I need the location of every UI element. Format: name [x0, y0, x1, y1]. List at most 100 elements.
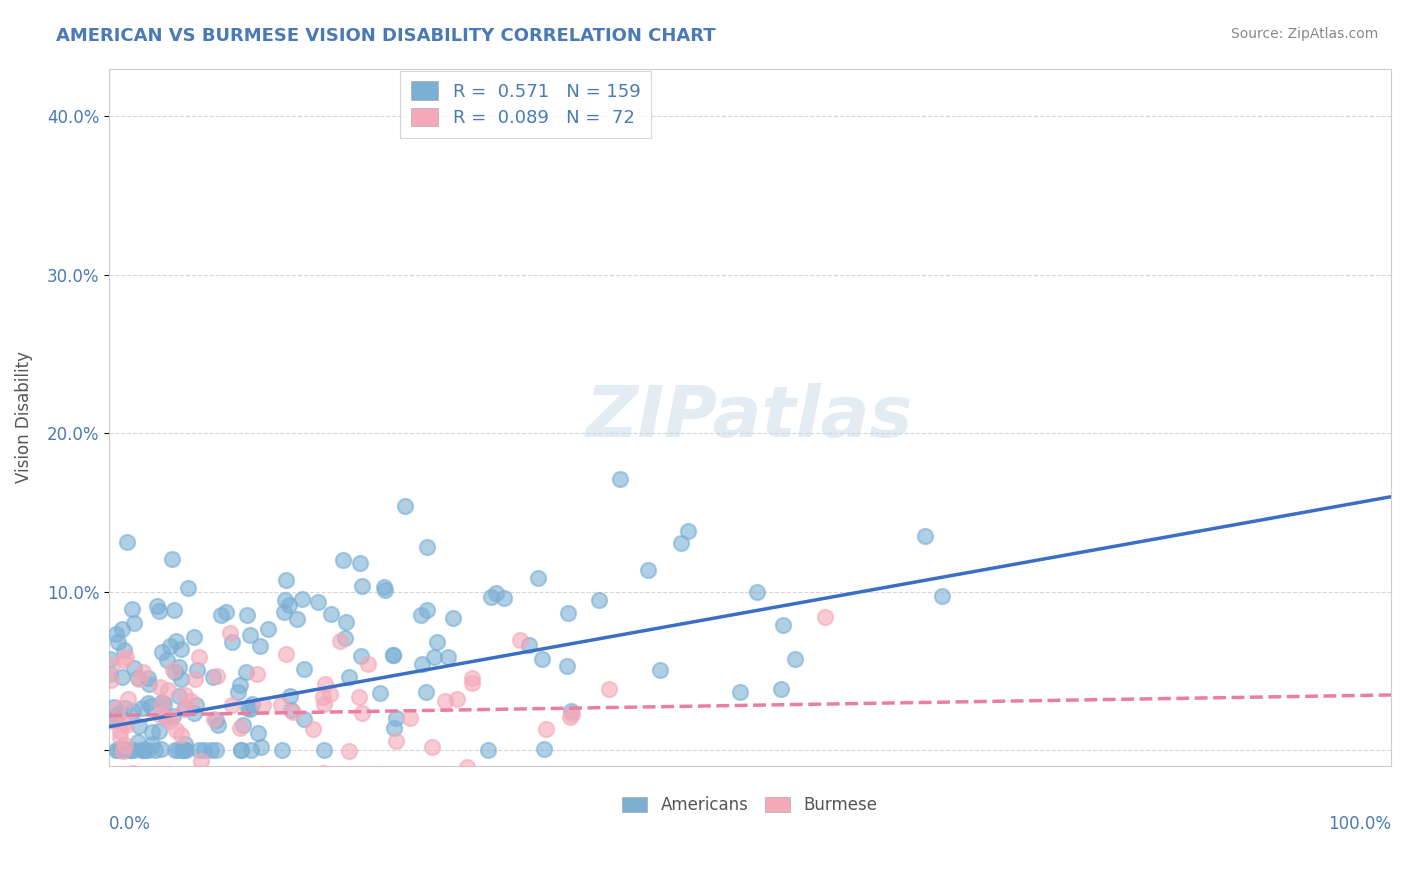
Point: [415, 540, 437, 554]
Point: [157, 683, 180, 698]
Point: [221, 698, 243, 712]
Point: [184, 672, 207, 686]
Point: [111, 622, 134, 636]
Point: [240, 743, 263, 757]
Point: [132, 743, 155, 757]
Point: [477, 743, 499, 757]
Point: [229, 743, 252, 757]
Point: [292, 662, 315, 676]
Point: [104, 743, 127, 757]
Point: [367, 767, 389, 781]
Point: [398, 711, 420, 725]
Point: [100, 651, 122, 665]
Point: [280, 703, 302, 717]
Point: [492, 591, 515, 605]
Point: [118, 743, 141, 757]
Point: [202, 712, 225, 726]
Point: [411, 657, 433, 671]
Point: [236, 700, 259, 714]
Point: [437, 650, 460, 665]
Point: [278, 598, 301, 612]
Point: [205, 714, 228, 728]
Point: [235, 607, 257, 622]
Point: [100, 673, 122, 688]
Point: [332, 552, 354, 566]
Point: [128, 719, 150, 733]
Point: [149, 708, 172, 723]
Point: [139, 698, 162, 713]
Point: [307, 595, 329, 609]
Point: [669, 535, 692, 549]
Point: [131, 701, 153, 715]
Point: [423, 649, 446, 664]
Point: [150, 645, 173, 659]
Point: [157, 711, 180, 725]
Point: [274, 647, 297, 661]
Point: [105, 626, 128, 640]
Point: [174, 688, 197, 702]
Point: [373, 580, 395, 594]
Point: [772, 618, 794, 632]
Point: [273, 593, 295, 607]
Point: [381, 648, 404, 662]
Point: [111, 744, 134, 758]
Text: Source: ZipAtlas.com: Source: ZipAtlas.com: [1230, 27, 1378, 41]
Point: [219, 626, 242, 640]
Point: [122, 661, 145, 675]
Point: [112, 653, 135, 667]
Point: [156, 653, 179, 667]
Point: [409, 608, 432, 623]
Point: [110, 741, 132, 756]
Point: [103, 700, 125, 714]
Point: [187, 650, 209, 665]
Point: [533, 742, 555, 756]
Point: [609, 472, 631, 486]
Point: [121, 765, 143, 780]
Text: ZIPatlas: ZIPatlas: [586, 383, 914, 452]
Point: [339, 767, 361, 781]
Point: [128, 673, 150, 687]
Point: [312, 690, 335, 704]
Point: [349, 557, 371, 571]
Point: [637, 563, 659, 577]
Point: [648, 663, 671, 677]
Point: [190, 754, 212, 768]
Point: [163, 665, 186, 680]
Point: [335, 615, 357, 630]
Point: [319, 607, 342, 621]
Point: [235, 665, 257, 680]
Point: [107, 701, 129, 715]
Point: [384, 734, 406, 748]
Point: [747, 585, 769, 599]
Point: [249, 639, 271, 653]
Point: [446, 691, 468, 706]
Point: [193, 743, 215, 757]
Point: [183, 630, 205, 644]
Point: [108, 731, 131, 745]
Point: [250, 766, 273, 780]
Point: [98, 666, 121, 681]
Point: [814, 610, 837, 624]
Point: [207, 717, 229, 731]
Point: [560, 704, 582, 718]
Point: [676, 524, 699, 538]
Point: [231, 743, 253, 757]
Point: [302, 722, 325, 736]
Point: [350, 706, 373, 720]
Point: [527, 571, 550, 585]
Point: [270, 743, 292, 757]
Point: [167, 689, 190, 703]
Point: [485, 586, 508, 600]
Point: [240, 697, 263, 711]
Point: [141, 737, 163, 751]
Point: [281, 706, 304, 720]
Point: [318, 687, 340, 701]
Point: [167, 743, 190, 757]
Point: [107, 634, 129, 648]
Point: [165, 743, 187, 757]
Point: [127, 735, 149, 749]
Text: AMERICAN VS BURMESE VISION DISABILITY CORRELATION CHART: AMERICAN VS BURMESE VISION DISABILITY CO…: [56, 27, 716, 45]
Point: [292, 712, 315, 726]
Point: [170, 673, 193, 687]
Point: [114, 738, 136, 752]
